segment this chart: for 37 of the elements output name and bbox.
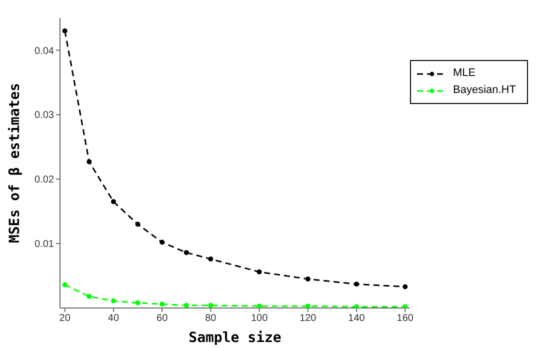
legend-label: MLE (453, 66, 476, 81)
x-tick-label: 80 (205, 313, 217, 324)
point (135, 222, 140, 227)
point (402, 284, 408, 290)
point (402, 304, 408, 308)
y-tick-label: 0.01 (34, 239, 54, 250)
y-tick-label: 0.02 (34, 174, 54, 186)
x-axis-title: Sample size (188, 330, 282, 346)
x-tick-label: 60 (156, 313, 168, 324)
x-tick-label: 140 (348, 313, 366, 324)
x-tick-label: 160 (396, 313, 414, 324)
x-tick-label: 100 (250, 313, 268, 324)
point (305, 276, 310, 282)
x-tick-label: 20 (59, 313, 71, 324)
point (135, 300, 140, 306)
point (86, 159, 92, 164)
legend-label: Bayesian.HT (453, 83, 516, 98)
y-tick-label: 0.04 (34, 46, 54, 57)
point (62, 282, 68, 288)
point (208, 256, 214, 262)
point (184, 302, 189, 308)
x-tick-label: 120 (300, 313, 317, 324)
point (354, 282, 360, 287)
point (160, 302, 165, 307)
point (110, 298, 116, 304)
point (354, 304, 360, 308)
point (160, 240, 165, 245)
point (184, 250, 189, 256)
point (256, 304, 262, 308)
point (208, 302, 214, 308)
point (305, 304, 310, 308)
y-tick-label: 0.03 (34, 110, 54, 122)
point (110, 199, 116, 204)
x-tick-label: 40 (108, 313, 120, 324)
point (86, 294, 92, 299)
point (256, 269, 262, 274)
point (62, 28, 68, 34)
